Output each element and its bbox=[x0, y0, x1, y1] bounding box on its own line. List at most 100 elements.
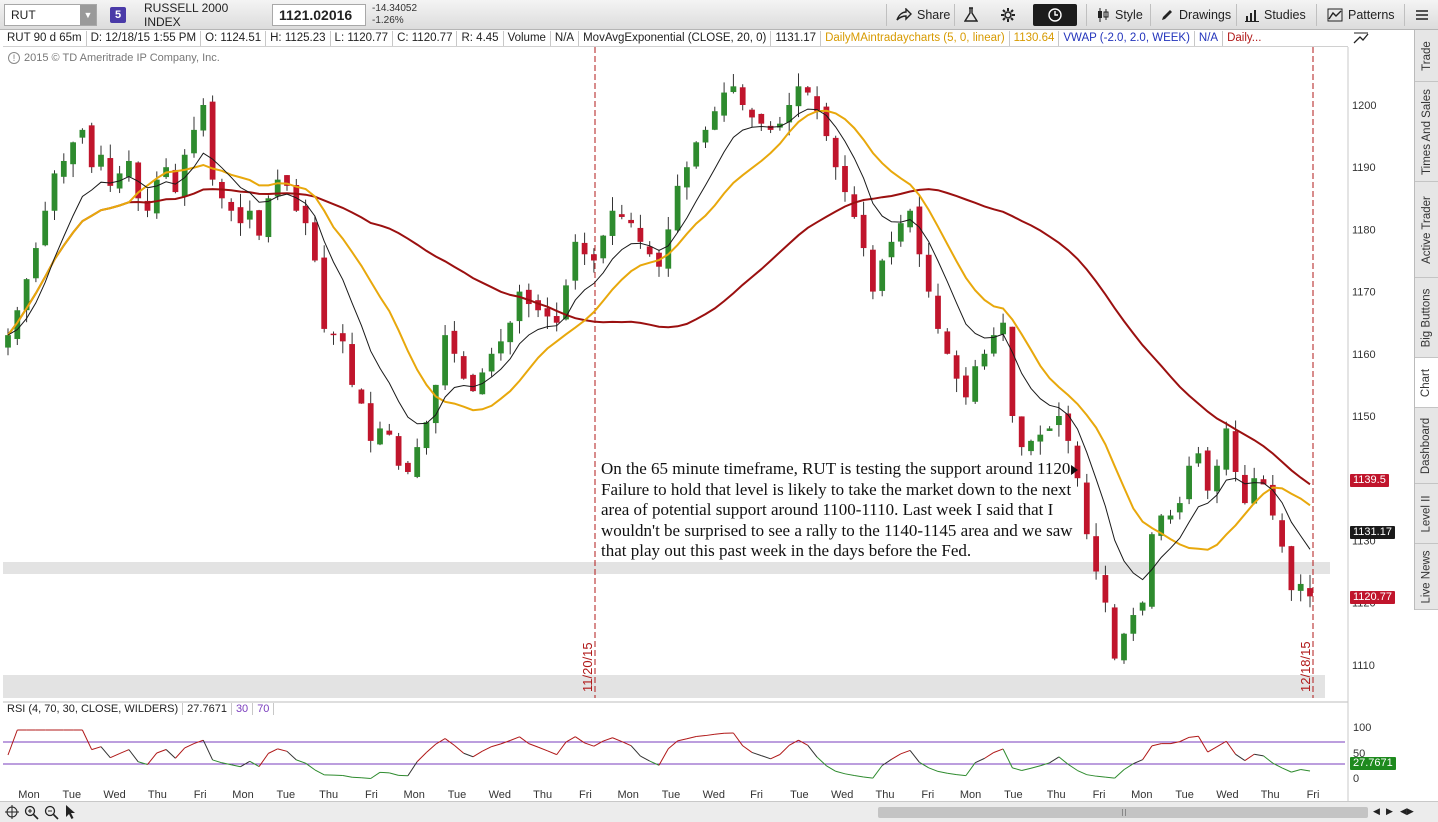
toolbar-divider bbox=[1086, 4, 1087, 26]
candle-body bbox=[1056, 416, 1062, 426]
chevron-down-icon[interactable]: ▼ bbox=[80, 5, 96, 25]
studies-icon bbox=[1245, 10, 1259, 22]
rsi-segment bbox=[202, 739, 214, 761]
rsi-segment bbox=[565, 736, 576, 743]
time-tick-label: Mon bbox=[232, 789, 253, 801]
expand-chart-icon[interactable] bbox=[1352, 31, 1370, 46]
candle-body bbox=[470, 374, 476, 392]
toolbar-divider bbox=[886, 4, 887, 26]
crosshair-icon[interactable] bbox=[5, 805, 19, 819]
price-tick-label: 1180 bbox=[1352, 224, 1376, 236]
net-change: -14.34052 bbox=[372, 3, 418, 14]
rsi-segment bbox=[212, 759, 223, 764]
pointer-icon[interactable] bbox=[64, 804, 77, 820]
tab-active-trader[interactable]: Active Trader bbox=[1415, 182, 1438, 278]
candle-body bbox=[33, 248, 39, 279]
time-tick-label: Fri bbox=[1307, 789, 1320, 801]
ema-study-label[interactable]: MovAvgExponential (CLOSE, 20, 0) bbox=[579, 30, 772, 46]
drawings-button[interactable]: Drawings bbox=[1156, 4, 1235, 26]
candle-body bbox=[888, 241, 895, 258]
time-tick-label: Thu bbox=[876, 789, 895, 801]
settings-button[interactable] bbox=[996, 4, 1020, 26]
ema-price-tag: 1131.17 bbox=[1350, 526, 1395, 539]
menu-button[interactable] bbox=[1411, 4, 1433, 26]
rsi-segment bbox=[547, 750, 557, 756]
time-button[interactable] bbox=[1033, 4, 1077, 26]
candle-body bbox=[628, 219, 634, 224]
rsi-label[interactable]: RSI (4, 70, 30, CLOSE, WILDERS) bbox=[3, 703, 184, 715]
rsi-segment bbox=[1263, 755, 1274, 764]
rsi-scale-0: 0 bbox=[1353, 773, 1359, 785]
daily-study-label[interactable]: Daily... bbox=[1227, 31, 1262, 44]
tab-live-news[interactable]: Live News bbox=[1415, 544, 1438, 610]
candle-body bbox=[693, 142, 700, 167]
symbol-text: RUT bbox=[11, 8, 36, 22]
flask-button[interactable] bbox=[960, 4, 982, 26]
tab-big-buttons[interactable]: Big Buttons bbox=[1415, 278, 1438, 358]
rsi-segment bbox=[1244, 753, 1255, 761]
tab-dashboard[interactable]: Dashboard bbox=[1415, 408, 1438, 484]
style-button[interactable]: Style bbox=[1092, 4, 1147, 26]
candle-body bbox=[1167, 515, 1174, 520]
patterns-button[interactable]: Patterns bbox=[1323, 4, 1399, 26]
rsi-segment bbox=[686, 736, 697, 740]
candle-body bbox=[702, 129, 709, 143]
rsi-segment bbox=[100, 746, 111, 759]
tab-times-and-sales[interactable]: Times And Sales bbox=[1415, 82, 1438, 182]
rsi-segment bbox=[435, 738, 446, 745]
rsi-segment bbox=[472, 750, 483, 758]
candle-body bbox=[935, 295, 941, 329]
link-group-badge[interactable]: 5 bbox=[110, 7, 126, 23]
time-tick-label: Fri bbox=[1093, 789, 1106, 801]
tab-chart[interactable]: Chart bbox=[1415, 358, 1438, 408]
rsi-segment bbox=[240, 760, 251, 768]
candle-body bbox=[107, 158, 114, 186]
candle-body bbox=[302, 205, 309, 224]
rsi-segment bbox=[165, 749, 176, 759]
rsi-segment bbox=[296, 759, 306, 764]
rsi-segment bbox=[352, 776, 362, 779]
candle-body bbox=[981, 353, 988, 367]
volume-label[interactable]: Volume bbox=[504, 30, 551, 46]
chart-annotation[interactable]: On the 65 minute timeframe, RUT is testi… bbox=[601, 459, 1075, 560]
rsi-segment bbox=[426, 743, 437, 753]
symbol-input[interactable]: RUT ▼ bbox=[4, 4, 97, 26]
scroll-left-icon[interactable]: ◀ bbox=[1373, 806, 1380, 816]
rsi-segment bbox=[974, 757, 985, 764]
candle-body bbox=[395, 436, 402, 466]
rsi-segment bbox=[649, 760, 660, 766]
candle-style-icon bbox=[1098, 8, 1109, 22]
tab-level-ii[interactable]: Level II bbox=[1415, 484, 1438, 544]
vwap-study-label[interactable]: VWAP (-2.0, 2.0, WEEK) bbox=[1059, 30, 1195, 46]
patterns-icon bbox=[1327, 8, 1343, 22]
candle-body bbox=[51, 173, 58, 211]
horizontal-scrollbar[interactable] bbox=[878, 807, 1368, 818]
rsi-segment bbox=[221, 762, 232, 766]
zoom-in-icon[interactable] bbox=[24, 805, 39, 820]
share-button[interactable]: Share bbox=[892, 4, 954, 26]
studies-button[interactable]: Studies bbox=[1241, 4, 1310, 26]
time-tick-label: Fri bbox=[750, 789, 763, 801]
info-icon[interactable]: ! bbox=[8, 52, 20, 64]
rsi-segment bbox=[1012, 767, 1022, 771]
rsi-segment bbox=[268, 748, 278, 754]
candle-body bbox=[711, 111, 718, 130]
tab-trade[interactable]: Trade bbox=[1415, 30, 1438, 82]
time-tick-label: Mon bbox=[1131, 789, 1152, 801]
rsi-segment bbox=[510, 736, 520, 741]
dailyma-study-label[interactable]: DailyMAintradaycharts (5, 0, linear) bbox=[821, 30, 1010, 46]
price-chart[interactable]: 11/20/15 12/18/15 1200 1190 1180 1170 1160 11… bbox=[0, 47, 1414, 801]
rsi-segment bbox=[370, 771, 381, 779]
scroll-fit-icon[interactable]: ◀▶ bbox=[1400, 806, 1414, 816]
zoom-out-icon[interactable] bbox=[44, 805, 59, 820]
rsi-segment bbox=[1281, 767, 1292, 773]
scroll-right-icon[interactable]: ▶ bbox=[1386, 806, 1393, 816]
candle-body bbox=[600, 235, 607, 259]
rsi-segment bbox=[919, 761, 929, 769]
drawings-label: Drawings bbox=[1179, 8, 1232, 22]
candlestick-series bbox=[5, 73, 1313, 664]
candle-body bbox=[79, 129, 86, 138]
aggregation-period[interactable]: RUT 90 d 65m bbox=[3, 30, 87, 46]
rsi-segment bbox=[1151, 743, 1162, 747]
rsi-segment bbox=[1179, 736, 1190, 743]
